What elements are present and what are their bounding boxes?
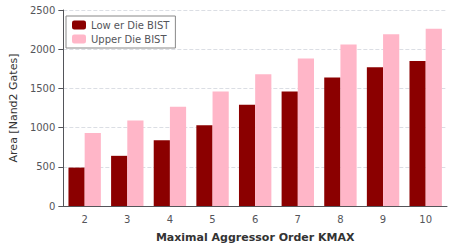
svg-text:6: 6 (252, 214, 258, 225)
svg-text:7: 7 (295, 214, 301, 225)
svg-text:1000: 1000 (30, 122, 55, 133)
svg-text:8: 8 (337, 214, 343, 225)
svg-text:3: 3 (124, 214, 130, 225)
svg-text:4: 4 (167, 214, 173, 225)
svg-text:9: 9 (380, 214, 386, 225)
svg-text:10: 10 (419, 214, 432, 225)
svg-text:0: 0 (49, 201, 55, 212)
svg-text:Upper Die BIST: Upper Die BIST (91, 34, 167, 45)
svg-text:Area [Nand2 Gates]: Area [Nand2 Gates] (7, 54, 20, 163)
svg-text:5: 5 (209, 214, 215, 225)
svg-text:1500: 1500 (30, 83, 55, 94)
svg-text:Maximal Aggressor Order KMAX: Maximal Aggressor Order KMAX (156, 231, 355, 244)
svg-text:2: 2 (81, 214, 87, 225)
svg-text:Low er Die BIST: Low er Die BIST (91, 20, 170, 31)
svg-text:2000: 2000 (30, 44, 55, 55)
svg-text:500: 500 (36, 161, 55, 172)
svg-text:2500: 2500 (30, 5, 55, 16)
